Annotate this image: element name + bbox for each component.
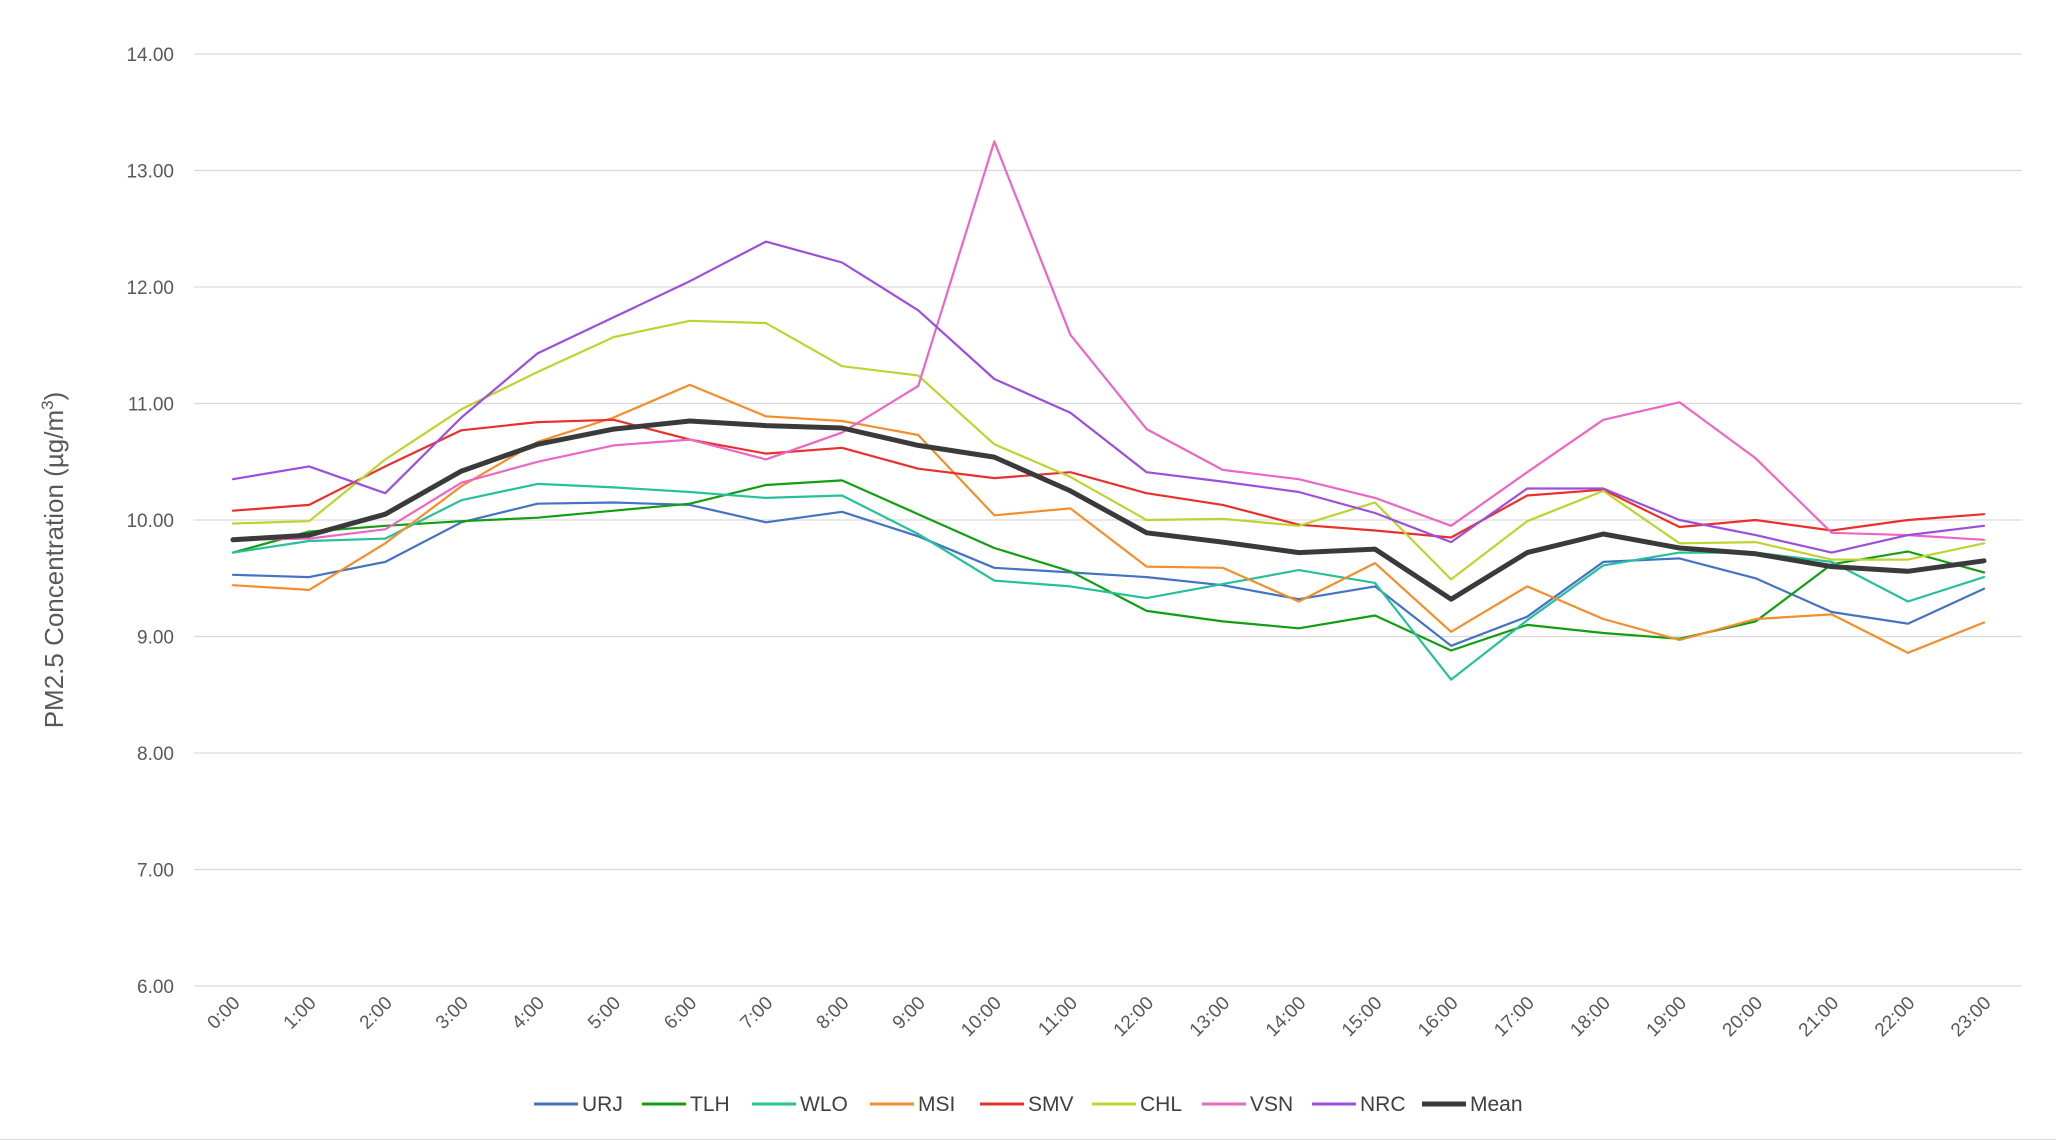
legend-item-smv: SMV (980, 1093, 1074, 1116)
x-tick-label: 13:00 (1186, 993, 1234, 1041)
legend-item-chl: CHL (1092, 1093, 1182, 1116)
series-line-vsn (231, 140, 1986, 541)
legend-label: SMV (1028, 1093, 1074, 1116)
y-tick-label: 6.00 (137, 977, 174, 998)
legend-label: CHL (1140, 1093, 1182, 1116)
legend-label: VSN (1250, 1093, 1293, 1116)
series-line-nrc (231, 240, 1986, 554)
y-tick-label: 10.00 (126, 511, 174, 532)
legend-item-urj: URJ (534, 1093, 623, 1116)
legend: URJ TLH WLO MSI SMV CHL VSN NRC Mean (534, 1093, 1523, 1116)
legend-label: NRC (1360, 1093, 1406, 1116)
x-tick-labels: 0:00 1:00 2:00 3:00 4:00 5:00 6:00 7:00 8:00 9:00… (204, 993, 1996, 1041)
x-tick-label: 19:00 (1643, 993, 1691, 1041)
x-tick-label: 1:00 (280, 993, 321, 1034)
legend-item-wlo: WLO (752, 1093, 848, 1116)
x-tick-label: 9:00 (889, 993, 930, 1034)
y-tick-label: 8.00 (137, 744, 174, 765)
x-tick-label: 10:00 (957, 993, 1005, 1041)
legend-item-mean: Mean (1422, 1093, 1523, 1116)
y-tick-label: 9.00 (137, 628, 174, 649)
legend-item-msi: MSI (870, 1093, 955, 1116)
legend-item-nrc: NRC (1312, 1093, 1406, 1116)
x-tick-label: 22:00 (1871, 993, 1919, 1041)
y-tick-label: 7.00 (137, 861, 174, 882)
legend-label: WLO (800, 1093, 848, 1116)
x-tick-label: 18:00 (1566, 993, 1614, 1041)
x-tick-label: 11:00 (1034, 993, 1081, 1040)
x-tick-label: 0:00 (204, 993, 245, 1034)
x-tick-label: 6:00 (660, 993, 701, 1034)
x-tick-label: 23:00 (1947, 993, 1995, 1041)
legend-item-tlh: TLH (642, 1093, 730, 1116)
x-tick-label: 17:00 (1490, 993, 1538, 1041)
y-tick-label: 11.00 (128, 395, 174, 416)
x-tick-label: 5:00 (584, 993, 625, 1034)
legend-label: TLH (690, 1093, 730, 1116)
series-line-tlh (231, 479, 1986, 652)
legend-label: MSI (918, 1093, 955, 1116)
series-lines (230, 140, 1987, 681)
series-line-wlo (231, 482, 1986, 681)
x-tick-label: 14:00 (1262, 993, 1310, 1041)
x-tick-label: 4:00 (508, 993, 549, 1034)
legend-label: Mean (1470, 1093, 1523, 1116)
legend-label: URJ (582, 1093, 623, 1116)
x-tick-label: 16:00 (1414, 993, 1462, 1041)
series-line-urj (231, 501, 1986, 647)
y-tick-label: 13.00 (126, 162, 174, 183)
x-tick-label: 21:00 (1795, 993, 1843, 1041)
series-line-mean (230, 418, 1987, 602)
y-tick-label: 12.00 (126, 278, 174, 299)
series-line-chl (231, 319, 1986, 581)
x-tick-label: 7:00 (736, 993, 777, 1034)
x-tick-label: 15:00 (1338, 993, 1386, 1041)
legend-item-vsn: VSN (1202, 1093, 1293, 1116)
x-tick-label: 3:00 (432, 993, 473, 1034)
series-line-smv (231, 418, 1986, 539)
x-tick-label: 12:00 (1110, 993, 1158, 1041)
y-tick-label: 14.00 (126, 45, 174, 66)
x-tick-label: 8:00 (813, 993, 854, 1034)
x-tick-label: 20:00 (1719, 993, 1767, 1041)
y-axis-title: PM2.5 Concentration (µg/m3) (38, 392, 69, 729)
y-tick-labels: 6.00 7.00 8.00 9.00 10.00 11.00 12.00 13.00 14.0… (126, 45, 174, 998)
x-tick-label: 2:00 (356, 993, 397, 1034)
